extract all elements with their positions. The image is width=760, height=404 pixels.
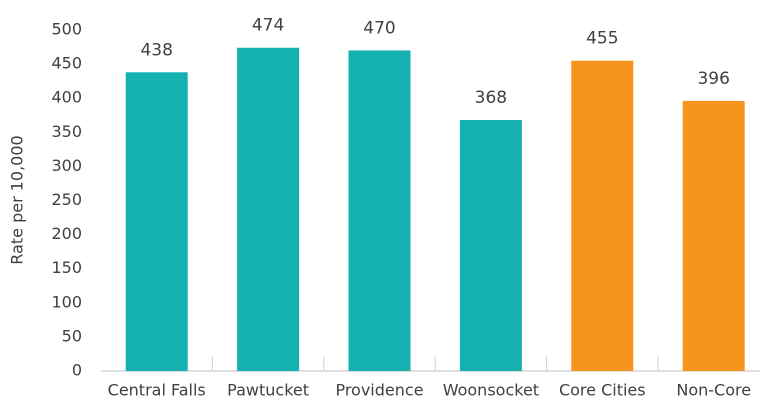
- value-label: 455: [586, 29, 618, 49]
- y-tick-label: 350: [51, 122, 82, 141]
- x-tick-label: Central Falls: [108, 381, 206, 400]
- y-tick-label: 100: [51, 292, 82, 311]
- y-tick-label: 150: [51, 258, 82, 277]
- x-tick-label: Pawtucket: [227, 381, 309, 400]
- value-label: 474: [252, 16, 284, 36]
- bar: [125, 72, 188, 371]
- x-tick-label: Non-Core: [676, 381, 751, 400]
- bar: [571, 60, 634, 371]
- y-tick-label: 400: [51, 88, 82, 107]
- y-tick-label: 500: [51, 20, 82, 39]
- y-axis-label: Rate per 10,000: [8, 135, 27, 264]
- y-tick-label: 200: [51, 224, 82, 243]
- y-tick-label: 450: [51, 54, 82, 73]
- bar: [682, 100, 745, 371]
- y-tick-label: 50: [62, 326, 82, 345]
- bar: [459, 120, 522, 371]
- bar: [237, 47, 300, 372]
- x-tick-label: Providence: [335, 381, 423, 400]
- y-tick-label: 300: [51, 156, 82, 175]
- x-tick-label: Core Cities: [559, 381, 646, 400]
- value-label: 396: [697, 69, 729, 89]
- y-tick-label: 0: [72, 361, 82, 380]
- x-tick-label: Woonsocket: [443, 381, 539, 400]
- value-label: 438: [140, 40, 172, 60]
- value-label: 368: [475, 88, 507, 108]
- y-tick-label: 250: [51, 190, 82, 209]
- value-label: 470: [363, 18, 395, 38]
- bar: [348, 50, 411, 372]
